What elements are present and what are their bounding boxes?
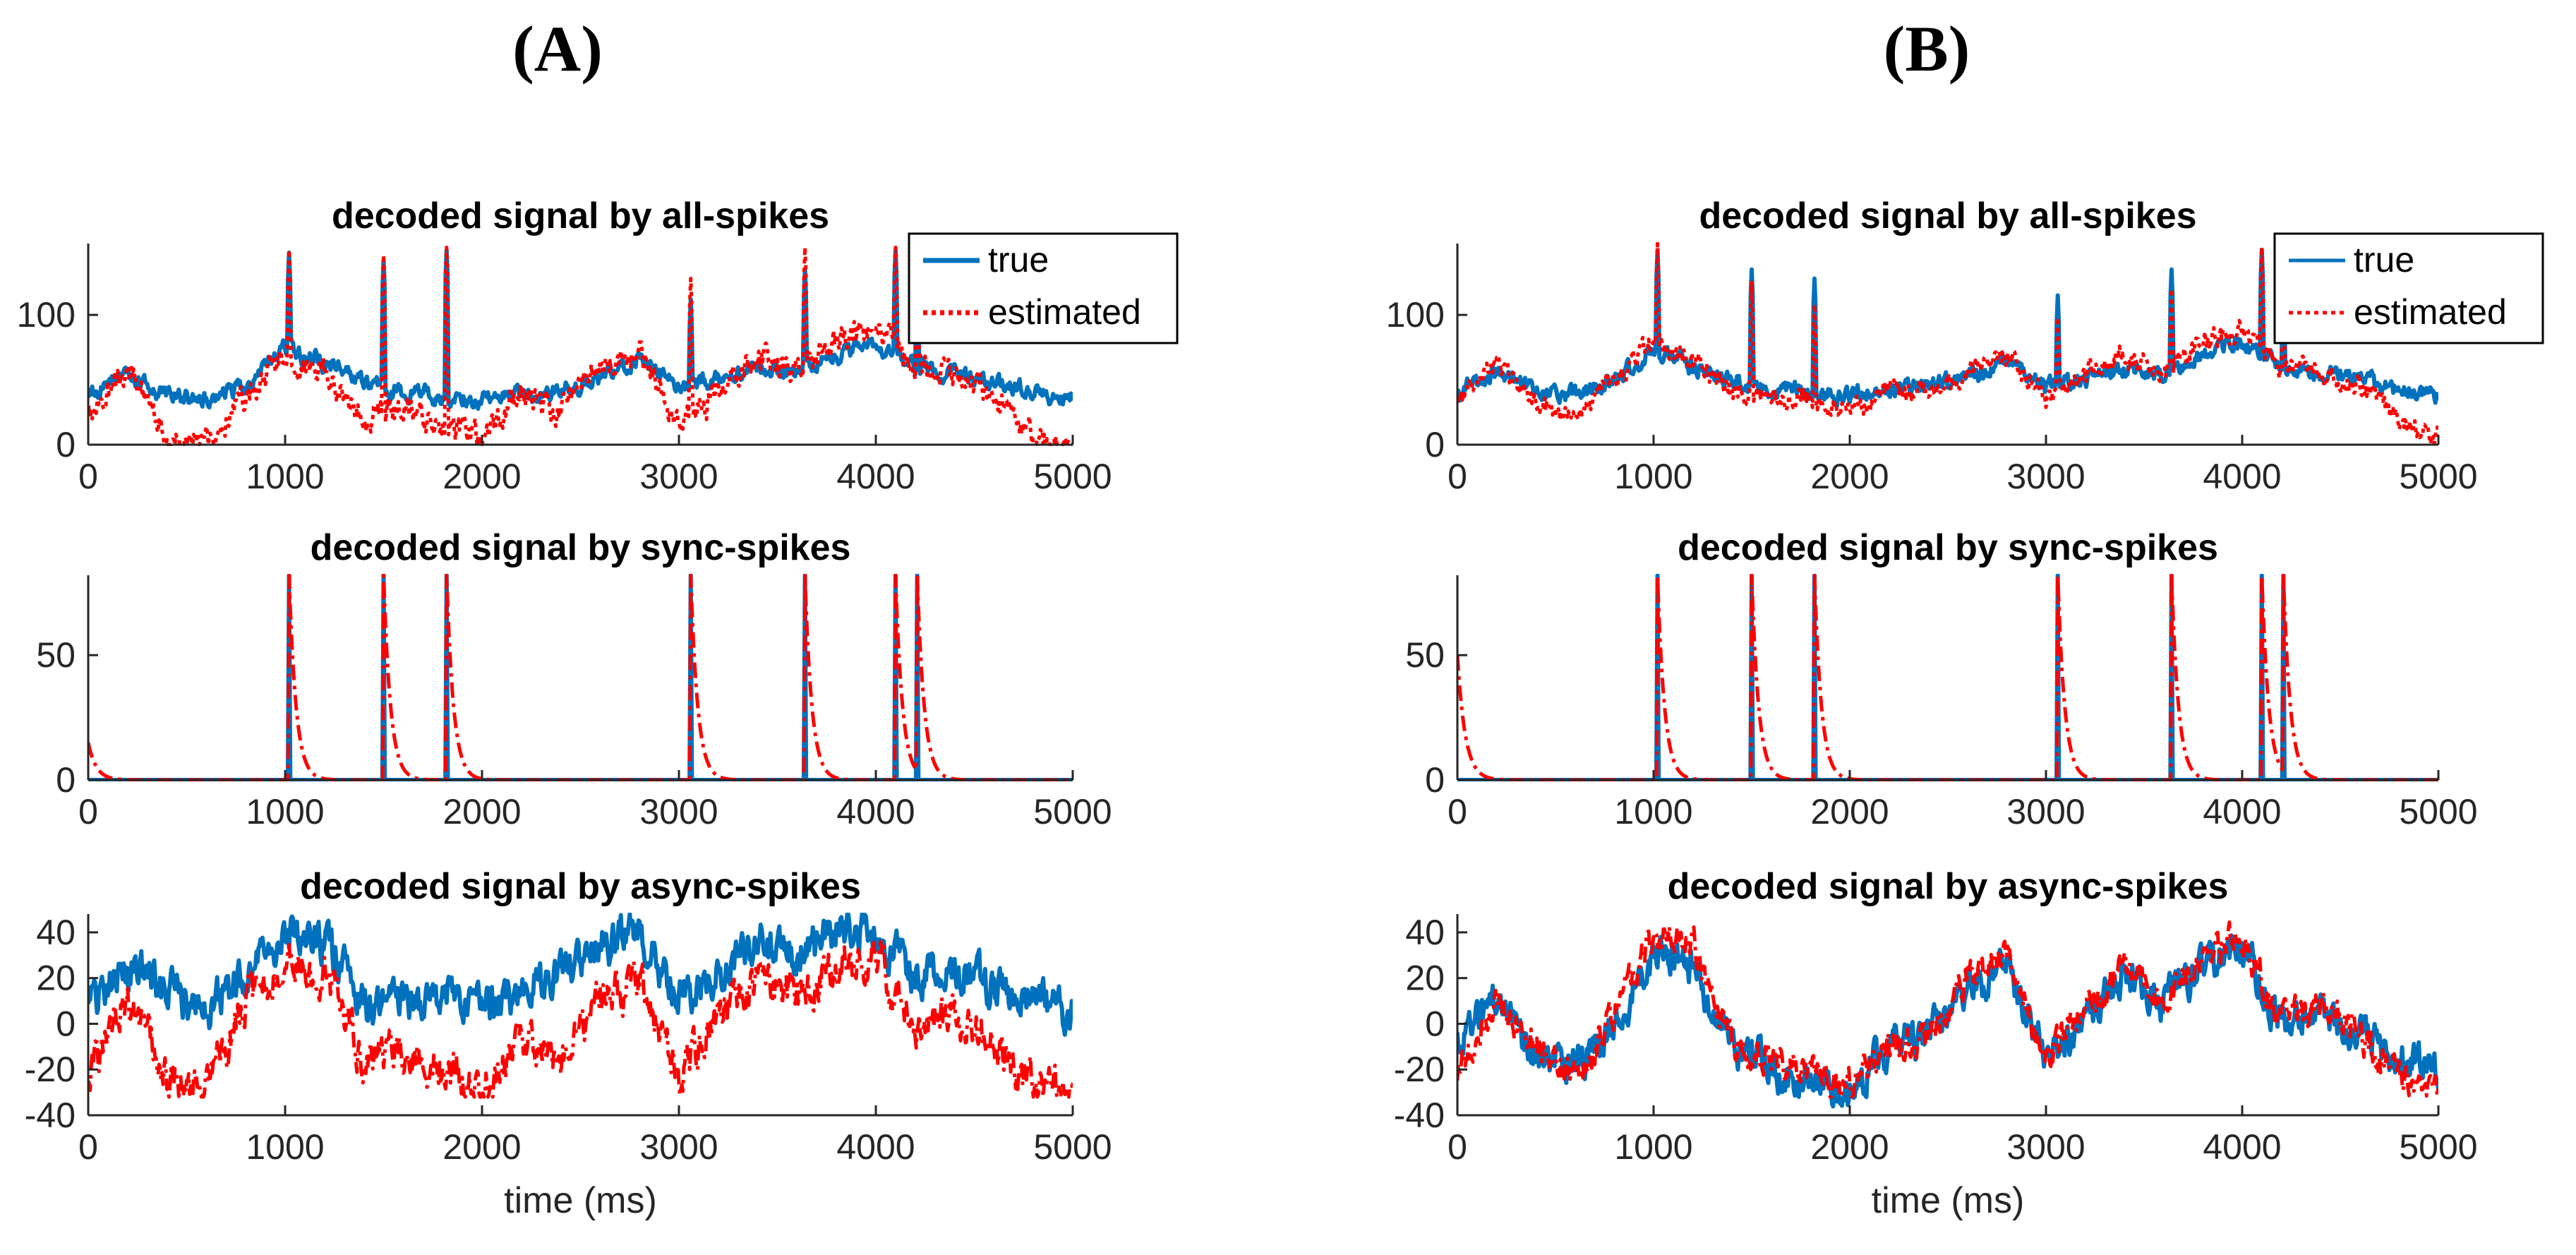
y-tick-label: 50 [36, 635, 76, 675]
x-tick-label: 5000 [2399, 1127, 2477, 1167]
x-tick-label: 5000 [1033, 792, 1112, 831]
x-tick-label: 5000 [2399, 792, 2477, 831]
x-tick-label: 2000 [443, 457, 521, 496]
x-tick-label: 3000 [639, 457, 718, 496]
x-tick-label: 1000 [246, 792, 324, 831]
y-tick-label: 0 [1425, 425, 1445, 464]
y-tick-label: -20 [1394, 1050, 1445, 1089]
legend: true estimated [908, 232, 1179, 344]
chart-title: decoded signal by all-spikes [332, 196, 829, 236]
y-tick-label: 20 [1405, 959, 1445, 998]
x-tick-label: 0 [78, 457, 98, 496]
y-tick-label: -40 [25, 1095, 76, 1135]
x-tick-label: 3000 [639, 792, 718, 831]
series-line-true [1457, 574, 2438, 781]
y-tick-label: 40 [36, 913, 76, 952]
series-line-estimated [1457, 242, 2438, 446]
series-line-estimated [1457, 920, 2438, 1099]
x-tick-label: 2000 [443, 1127, 521, 1167]
series-line-estimated [88, 939, 1073, 1099]
legend: true estimated [2273, 232, 2544, 344]
x-tick-label: 1000 [1614, 1127, 1692, 1167]
x-tick-label: 1000 [1614, 457, 1692, 496]
x-tick-label: 0 [78, 792, 98, 831]
chart-title: decoded signal by sync-spikes [311, 527, 851, 568]
x-tick-label: 2000 [443, 792, 521, 831]
y-tick-label: -20 [25, 1050, 76, 1089]
x-tick-label: 1000 [246, 457, 324, 496]
x-tick-label: 0 [1448, 792, 1467, 831]
x-axis-label: time (ms) [504, 1180, 657, 1221]
y-tick-label: 40 [1405, 913, 1445, 952]
x-axis-label: time (ms) [1872, 1180, 2025, 1221]
y-tick-label: 50 [1405, 635, 1445, 675]
y-tick-label: 100 [17, 295, 76, 335]
legend-box [2273, 232, 2544, 344]
chart-a-3: decoded signal by async-spikes 0 1000 2000 3… [25, 866, 1112, 1221]
x-tick-label: 0 [78, 1127, 98, 1167]
y-tick-label: 0 [56, 760, 76, 800]
x-tick-label: 4000 [836, 457, 915, 496]
y-tick-label: 100 [1386, 295, 1445, 335]
chart-title: decoded signal by all-spikes [1699, 196, 2196, 236]
y-tick-label: 0 [56, 1004, 76, 1043]
y-tick-label: 20 [36, 959, 76, 998]
x-tick-label: 2000 [1810, 1127, 1889, 1167]
x-tick-label: 5000 [1033, 1127, 1112, 1167]
legend-label-true: true [2354, 240, 2414, 280]
x-tick-label: 5000 [1033, 457, 1112, 496]
y-tick-label: 0 [1425, 760, 1445, 800]
x-tick-label: 2000 [1810, 457, 1889, 496]
x-tick-label: 4000 [2203, 792, 2281, 831]
y-tick-label: -40 [1394, 1095, 1445, 1135]
panel-label-a: (A) [512, 13, 603, 85]
x-tick-label: 4000 [836, 792, 915, 831]
x-tick-label: 3000 [2006, 1127, 2085, 1167]
x-tick-label: 3000 [2006, 792, 2085, 831]
series-line-true [88, 574, 1073, 781]
x-tick-label: 0 [1448, 457, 1467, 496]
series-line-estimated [1457, 574, 2438, 781]
x-tick-label: 1000 [246, 1127, 324, 1167]
x-tick-label: 1000 [1614, 792, 1692, 831]
chart-b-3: decoded signal by async-spikes 0 1000 2000 3… [1394, 866, 2478, 1221]
chart-b-2: decoded signal by sync-spikes 0 1000 2000 30… [1405, 527, 2477, 831]
legend-label-true: true [988, 240, 1049, 280]
x-tick-label: 0 [1448, 1127, 1467, 1167]
x-tick-label: 3000 [639, 1127, 718, 1167]
chart-title: decoded signal by async-spikes [1668, 866, 2229, 907]
series-line-estimated [88, 246, 1073, 446]
panel-label-b: (B) [1884, 13, 1970, 85]
y-tick-label: 0 [56, 425, 76, 464]
y-tick-label: 0 [1425, 1004, 1445, 1043]
x-tick-label: 4000 [2203, 457, 2281, 496]
x-tick-label: 2000 [1810, 792, 1889, 831]
chart-title: decoded signal by async-spikes [300, 866, 861, 907]
x-tick-label: 5000 [2399, 457, 2477, 496]
x-tick-label: 4000 [2203, 1127, 2281, 1167]
x-tick-label: 3000 [2006, 457, 2085, 496]
series-line-estimated [88, 574, 1073, 781]
chart-title: decoded signal by sync-spikes [1678, 527, 2218, 568]
legend-label-estimated: estimated [2354, 292, 2507, 332]
x-tick-label: 4000 [836, 1127, 915, 1167]
legend-label-estimated: estimated [988, 292, 1141, 332]
legend-box [908, 232, 1179, 344]
chart-a-2: decoded signal by sync-spikes 0 1000 2000 30… [36, 527, 1112, 831]
